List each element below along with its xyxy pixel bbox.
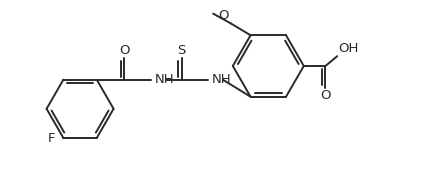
Text: S: S — [177, 44, 186, 57]
Text: NH: NH — [155, 73, 175, 86]
Text: O: O — [230, 11, 240, 24]
Text: OH: OH — [338, 42, 359, 55]
Text: O: O — [320, 89, 331, 102]
Text: O: O — [119, 44, 130, 57]
Text: O: O — [218, 10, 229, 23]
Text: F: F — [48, 132, 56, 145]
Text: NH: NH — [212, 73, 232, 86]
Text: Methoxy: Methoxy — [209, 11, 215, 13]
